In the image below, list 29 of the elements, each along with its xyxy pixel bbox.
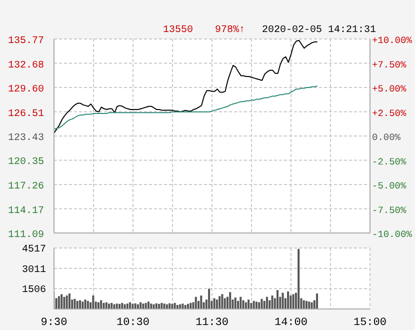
y2-tick-label: -5.00% (372, 180, 407, 192)
y2-tick-label: -10.00% (372, 229, 412, 240)
x-tick-label: 14:00 (274, 316, 308, 329)
x-tick-label: 11:30 (195, 316, 229, 329)
y2-tick-label: +7.50% (372, 59, 407, 70)
y2-tick-label: +5.00% (372, 84, 407, 94)
x-tick-label: 10:30 (116, 316, 150, 329)
y-tick-label: 135.77 (8, 36, 44, 47)
y-tick-label: 120.35 (8, 157, 44, 168)
y2-tick-label: 0.00% (372, 132, 401, 143)
y2-tick-label: +2.50% (372, 108, 407, 119)
text: 2020-02-05 14:21:31 (262, 25, 376, 36)
text: 978%↑ (215, 25, 246, 36)
y-tick-label: 111.09 (8, 230, 44, 241)
y-tick-label: 123.43 (8, 133, 44, 144)
y2-tick-label: -2.50% (372, 156, 407, 168)
y-tick-label: 3011 (22, 264, 46, 276)
y2-tick-label: -7.50% (372, 204, 407, 216)
y-tick-label: 114.17 (8, 206, 44, 217)
y-tick-label: 129.60 (8, 84, 44, 96)
x-tick-label: 15:00 (353, 316, 387, 329)
y2-tick-label: +10.00% (372, 35, 412, 46)
y-tick-label: 4517 (22, 244, 46, 256)
text: 13550 (163, 25, 194, 36)
y-tick-label: 132.68 (8, 60, 44, 72)
y-tick-label: 1506 (22, 285, 46, 296)
x-tick-label: 9:30 (40, 316, 68, 329)
y-tick-label: 126.51 (8, 108, 44, 120)
y-tick-label: 117.26 (8, 182, 44, 192)
